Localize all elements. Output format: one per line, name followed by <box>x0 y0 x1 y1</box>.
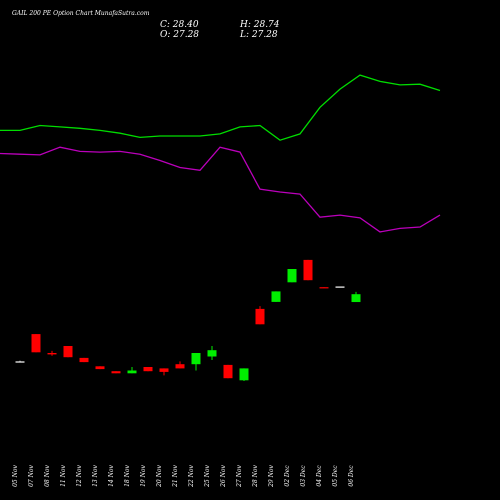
candle-body <box>111 371 121 374</box>
x-tick-label: 27 Nov <box>236 464 243 487</box>
x-tick-label: 05 Nov <box>12 464 19 486</box>
x-tick-label: 14 Nov <box>108 464 115 486</box>
low-label: L: 27.28 <box>239 30 278 40</box>
x-tick-label: 20 Nov <box>156 464 163 487</box>
x-tick-label: 03 Dec <box>300 465 307 487</box>
close-label: C: 28.40 <box>160 20 199 30</box>
x-tick-label: 29 Nov <box>268 464 275 487</box>
band-line <box>0 74 441 141</box>
x-tick-label: 19 Nov <box>140 464 147 486</box>
open-label: O: 27.28 <box>160 30 199 40</box>
candle-body <box>287 269 297 283</box>
candle-body <box>127 370 137 374</box>
candle-body <box>319 287 329 289</box>
chart-title: GAIL 200 PE Option Chart MunafaSutra.com <box>12 10 150 17</box>
x-tick-label: 22 Nov <box>188 464 195 487</box>
candle-body <box>63 346 73 358</box>
candle-body <box>271 291 281 302</box>
candle-body <box>95 366 105 370</box>
x-tick-label: 28 Nov <box>252 464 259 487</box>
high-label: H: 28.74 <box>239 20 280 30</box>
x-tick-label: 07 Nov <box>28 464 35 486</box>
candle-body <box>79 357 89 363</box>
candle-body <box>207 350 217 357</box>
x-tick-label: 13 Nov <box>92 464 99 486</box>
candle-body <box>159 368 169 372</box>
candle-body <box>255 308 265 325</box>
candle-body <box>47 353 57 355</box>
candle-body <box>143 367 153 372</box>
x-tick-label: 04 Dec <box>316 465 323 487</box>
candle-body <box>15 361 25 363</box>
x-tick-label: 08 Nov <box>44 464 51 486</box>
candle-body <box>303 259 313 281</box>
x-tick-label: 02 Dec <box>284 465 291 487</box>
candle-body <box>239 368 249 381</box>
x-tick-label: 18 Nov <box>124 464 131 486</box>
x-tick-label: 25 Nov <box>204 464 211 487</box>
x-tick-label: 12 Nov <box>76 464 83 486</box>
candle-body <box>223 364 233 379</box>
candle-body <box>191 353 201 365</box>
x-tick-label: 21 Nov <box>172 464 179 487</box>
x-tick-label: 26 Nov <box>220 464 227 487</box>
candle-body <box>175 364 185 369</box>
candle-body <box>335 286 345 288</box>
candle-body <box>31 334 41 353</box>
x-tick-label: 11 Nov <box>60 464 67 486</box>
candle-body <box>351 294 361 303</box>
band-line <box>0 146 441 233</box>
x-tick-label: 05 Dec <box>332 465 339 487</box>
x-tick-label: 06 Dec <box>348 465 355 487</box>
